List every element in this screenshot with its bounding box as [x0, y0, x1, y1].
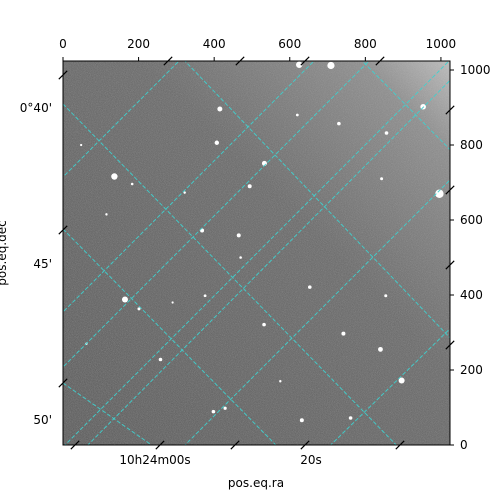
top-tick-label: 600 [278, 37, 301, 51]
star-point [384, 131, 389, 135]
frame-tick-mark [300, 56, 310, 66]
grid-line [63, 61, 370, 368]
star-point [378, 346, 383, 352]
star-point [236, 233, 241, 238]
star-point [111, 173, 118, 180]
stars-layer [80, 61, 444, 423]
top-tick-label: 400 [203, 37, 226, 51]
frame-tick-mark [395, 440, 405, 450]
ra-tick-label: 10h24m00s [119, 453, 190, 467]
star-point [203, 294, 207, 298]
frame-tick-mark [70, 440, 80, 450]
grid-line [361, 61, 450, 151]
star-point [299, 418, 304, 423]
dec-tick-label: 50' [33, 413, 52, 427]
frame-tick-mark [445, 105, 455, 115]
top-tick-label: 800 [354, 37, 377, 51]
y-axis-title: pos.eq.dec [0, 220, 9, 285]
grid-line [184, 179, 450, 445]
star-point [217, 106, 223, 112]
star-point [105, 213, 108, 216]
frame-tick-mark [445, 185, 455, 195]
star-point [279, 380, 282, 383]
star-point [171, 301, 174, 304]
star-point [214, 140, 220, 145]
grid-line [63, 103, 64, 104]
top-tick-label: 200 [127, 37, 150, 51]
grid-line [63, 228, 277, 445]
star-point [239, 256, 242, 259]
frame-tick-mark [375, 56, 385, 66]
right-tick-label: 800 [460, 138, 483, 152]
grid-line [63, 103, 397, 445]
star-point [341, 331, 346, 336]
ra-tick-label: 20s [300, 453, 322, 467]
star-point [337, 121, 341, 126]
grid-line [63, 61, 315, 313]
star-point [183, 191, 186, 194]
axis-ticks: 0 200 400 600 800 1000 0 200 400 600 800 1000 10h24m… [20, 37, 491, 467]
right-tick-label: 200 [460, 363, 483, 377]
star-point [262, 322, 266, 327]
star-point [348, 416, 353, 420]
frame-tick-mark [235, 56, 245, 66]
frame-tick-mark [58, 378, 68, 388]
frame-tick-mark [445, 260, 455, 270]
star-point [384, 294, 388, 298]
star-point [137, 307, 141, 311]
frame-tick-mark [58, 225, 68, 235]
star-point [380, 177, 384, 181]
star-point [295, 113, 299, 117]
plot-frame [62, 60, 451, 446]
frame-tick-mark [230, 440, 240, 450]
star-point [211, 409, 216, 414]
grid-line [63, 382, 153, 445]
top-tick-label: 1000 [426, 37, 457, 51]
x-axis-title: pos.eq.ra [228, 476, 284, 490]
star-point [435, 189, 444, 198]
frame-tick-mark [445, 340, 455, 350]
right-tick-label: 1000 [460, 63, 491, 77]
star-point [398, 377, 405, 384]
frame-tick-mark [58, 70, 68, 80]
frame-tick-mark [155, 440, 165, 450]
star-point [80, 143, 83, 147]
star-point [247, 184, 252, 189]
right-tick-label: 400 [460, 288, 483, 302]
star-point [121, 296, 128, 303]
star-point [223, 406, 227, 410]
grid-line [184, 61, 450, 339]
grid-line [87, 79, 450, 445]
star-point [327, 61, 335, 70]
frame-tick-mark [300, 440, 310, 450]
dec-tick-label: 0°40' [20, 101, 52, 115]
star-point [130, 182, 134, 186]
star-point [296, 61, 303, 68]
grid-line [63, 61, 180, 178]
right-tick-label: 600 [460, 213, 483, 227]
star-point [158, 357, 163, 362]
top-tick-label: 0 [59, 37, 67, 51]
dec-tick-label: 45' [33, 257, 52, 271]
frame-tick-mark [163, 56, 173, 66]
star-point [307, 285, 312, 289]
right-tick-label: 0 [460, 438, 468, 452]
